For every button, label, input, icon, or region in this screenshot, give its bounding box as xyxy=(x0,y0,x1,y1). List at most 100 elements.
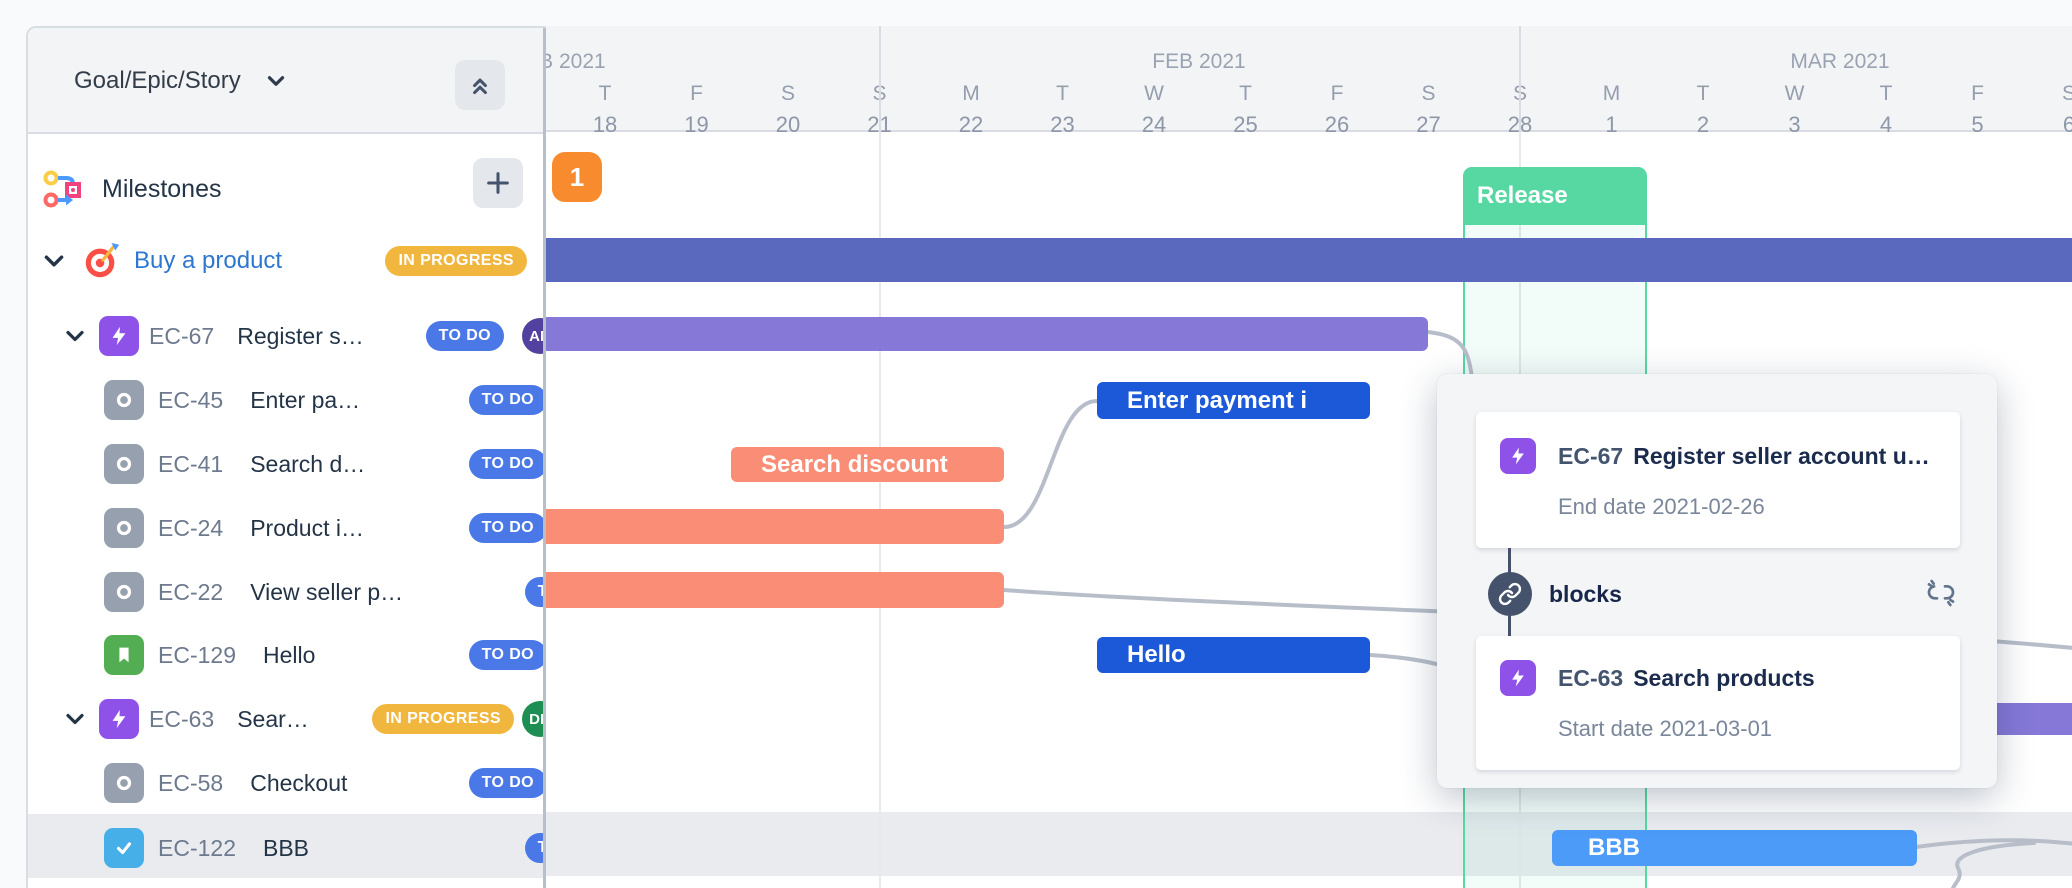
chevron-down-icon[interactable] xyxy=(40,248,68,274)
month-label: FEB 2021 xyxy=(1152,50,1246,73)
issue-key: EC-67 xyxy=(149,322,215,349)
story-bar-ec129[interactable]: Hello xyxy=(1097,637,1370,673)
chevron-down-icon[interactable] xyxy=(61,707,89,731)
sidebar-row-ec24[interactable]: EC-24 Product i… TO DO AN xyxy=(28,503,545,553)
goal-target-icon xyxy=(85,242,120,278)
collapse-all-button[interactable] xyxy=(455,60,505,110)
issue-key: EC-45 xyxy=(158,386,224,413)
bar-label: BBB xyxy=(1588,834,1640,861)
link-tooltip: EC-67 Register seller account u… End dat… xyxy=(1437,374,1997,788)
epic-bar-ec67[interactable] xyxy=(546,317,1428,351)
story-bar-ec41[interactable]: Search discount xyxy=(731,447,1004,482)
status-badge: TO DO xyxy=(425,321,504,351)
month-label: FEB 2021 xyxy=(546,50,606,73)
issue-summary: Checkout xyxy=(250,769,348,796)
issue-summary: Register s… xyxy=(237,322,364,349)
link-icon xyxy=(1488,572,1532,616)
sidebar-row-ec41[interactable]: EC-41 Search d… TO DO AN xyxy=(28,439,545,489)
issue-key: EC-24 xyxy=(158,514,224,541)
issue-date: Start date 2021-03-01 xyxy=(1558,716,1773,741)
status-badge: TO DO xyxy=(468,513,545,543)
issue-key: EC-67 xyxy=(1558,442,1624,469)
timeline-header: FEB 2021 FEB 2021 MAR 2021 T18 F19 S20 S… xyxy=(546,26,2072,137)
bar-label: Enter payment i xyxy=(1127,387,1308,414)
issue-summary: View seller p… xyxy=(250,578,404,605)
sidebar-row-ec122[interactable]: EC-122 BBB TO DO xyxy=(28,823,545,873)
issue-summary: Search d… xyxy=(250,450,366,477)
link-type-label: blocks xyxy=(1549,580,1622,607)
release-label: Release xyxy=(1477,182,1568,209)
month-label: MAR 2021 xyxy=(1790,50,1890,73)
unlink-icon[interactable] xyxy=(1925,577,1957,614)
story-icon xyxy=(104,444,144,484)
hierarchy-selector[interactable]: Goal/Epic/Story xyxy=(74,56,289,106)
chevron-down-icon[interactable] xyxy=(61,324,89,348)
link-source-card[interactable]: EC-67 Register seller account u… End dat… xyxy=(1476,412,1960,548)
add-milestone-button[interactable] xyxy=(473,158,523,208)
sidebar-row-ec67[interactable]: EC-67 Register s… TO DO AN xyxy=(28,311,545,361)
sidebar-row-ec129[interactable]: EC-129 Hello TO DO AN xyxy=(28,630,545,680)
issue-key: EC-63 xyxy=(149,705,215,732)
issue-key: EC-41 xyxy=(158,450,224,477)
status-badge: TO DO xyxy=(524,577,545,607)
hierarchy-selector-label: Goal/Epic/Story xyxy=(74,67,241,94)
issue-key: EC-122 xyxy=(158,834,236,861)
story-bar-ec45[interactable]: Enter payment i xyxy=(1097,382,1370,419)
status-badge: TO DO xyxy=(468,385,545,415)
status-badge: TO DO xyxy=(468,640,545,670)
story-bookmark-icon xyxy=(104,635,144,675)
status-badge: TO DO xyxy=(468,768,545,798)
link-ec122-b xyxy=(1951,841,2036,888)
sidebar-row-ec63[interactable]: EC-63 Sear… IN PROGRESS DD xyxy=(28,694,545,744)
issue-sidebar: Goal/Epic/Story Milestones xyxy=(28,28,545,888)
issue-summary: Product i… xyxy=(250,514,364,541)
issue-date: End date 2021-02-26 xyxy=(1558,494,1765,519)
release-milestone[interactable]: Release xyxy=(1463,167,1647,225)
milestones-row[interactable]: Milestones xyxy=(42,164,222,214)
sidebar-row-ec45[interactable]: EC-45 Enter pa… TO DO xyxy=(28,375,545,425)
issue-key: EC-63 xyxy=(1558,664,1624,691)
story-bar-ec24[interactable] xyxy=(546,509,1004,544)
story-bar-ec22[interactable] xyxy=(546,572,1004,608)
issue-key: EC-129 xyxy=(158,641,236,668)
plus-icon xyxy=(487,172,509,194)
task-bar-ec122[interactable]: BBB xyxy=(1552,830,1917,866)
link-ec122-a xyxy=(1914,838,2072,849)
assignee-avatar: AN xyxy=(522,318,545,354)
week-separator xyxy=(1519,26,1521,130)
issue-key: EC-58 xyxy=(158,769,224,796)
epic-icon xyxy=(99,316,139,356)
goal-bar-buy-a-product[interactable] xyxy=(546,238,2072,282)
issue-summary: BBB xyxy=(262,834,310,861)
chevron-down-icon xyxy=(267,76,284,86)
issue-summary: Search products xyxy=(1633,664,1815,691)
issue-summary: Hello xyxy=(262,641,316,668)
link-ec24-ec45 xyxy=(1002,399,1099,529)
link-target-card[interactable]: EC-63 Search products Start date 2021-03… xyxy=(1476,636,1960,770)
issue-summary: Enter pa… xyxy=(250,386,361,413)
issue-summary: Sear… xyxy=(237,705,309,732)
task-icon xyxy=(104,828,144,868)
story-icon xyxy=(104,508,144,548)
week-separator xyxy=(879,26,881,130)
sidebar-row-ec58[interactable]: EC-58 Checkout TO DO KP xyxy=(28,758,545,808)
milestone-count-badge[interactable]: 1 xyxy=(552,152,602,202)
assignee-avatar: DD xyxy=(522,701,545,737)
issue-key: EC-22 xyxy=(158,578,224,605)
story-icon xyxy=(104,572,144,612)
milestones-icon xyxy=(43,170,81,208)
status-badge: IN PROGRESS xyxy=(385,246,527,276)
collapse-all-icon xyxy=(473,78,487,95)
milestones-label: Milestones xyxy=(102,174,222,203)
issue-summary: Register seller account u… xyxy=(1633,442,1930,469)
story-icon xyxy=(104,380,144,420)
sidebar-row-goal[interactable]: Buy a product IN PROGRESS xyxy=(28,236,545,286)
sidebar-resize-handle[interactable] xyxy=(543,28,546,888)
status-badge: TO DO xyxy=(524,833,545,863)
story-icon xyxy=(104,763,144,803)
sidebar-row-ec22[interactable]: EC-22 View seller p… TO DO xyxy=(28,567,545,617)
bar-label: Hello xyxy=(1127,641,1186,668)
goal-title[interactable]: Buy a product xyxy=(134,247,283,274)
epic-icon xyxy=(1500,438,1536,474)
